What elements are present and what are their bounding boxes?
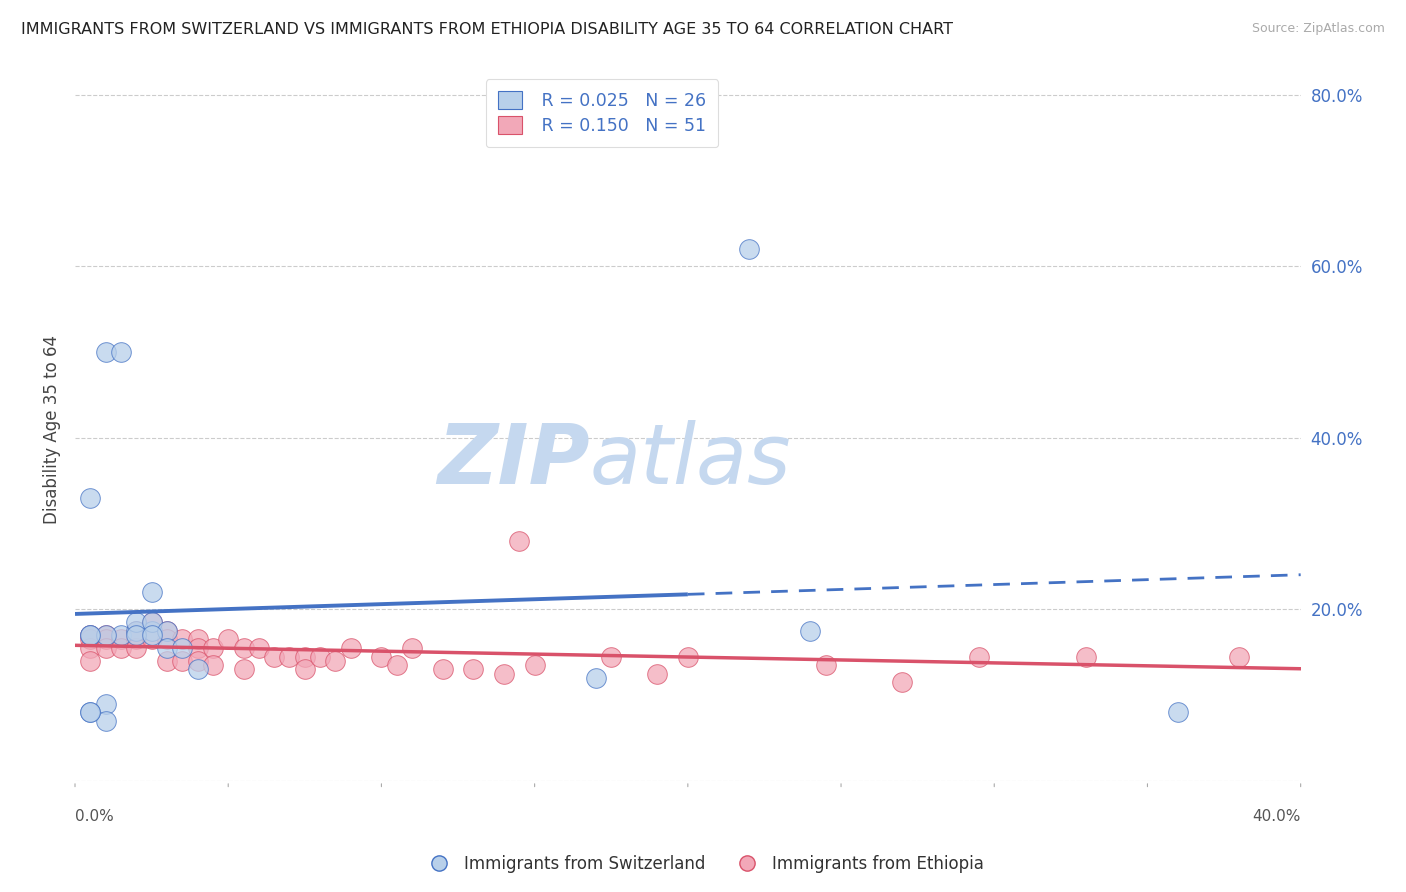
Point	[110, 628, 132, 642]
Point	[1227, 649, 1250, 664]
Point	[125, 624, 148, 638]
Point	[432, 663, 454, 677]
Point	[1167, 706, 1189, 720]
Point	[125, 640, 148, 655]
Point	[370, 649, 392, 664]
Point	[125, 628, 148, 642]
Point	[79, 628, 101, 642]
Text: ZIP: ZIP	[437, 420, 589, 501]
Text: atlas: atlas	[589, 420, 792, 501]
Point	[156, 654, 179, 668]
Point	[125, 615, 148, 630]
Point	[385, 658, 408, 673]
Legend:  R = 0.025   N = 26,  R = 0.150   N = 51: R = 0.025 N = 26, R = 0.150 N = 51	[485, 79, 718, 147]
Point	[125, 624, 148, 638]
Point	[799, 624, 821, 638]
Point	[278, 649, 301, 664]
Point	[967, 649, 990, 664]
Point	[645, 666, 668, 681]
Point	[141, 624, 163, 638]
Point	[247, 640, 270, 655]
Point	[676, 649, 699, 664]
Point	[585, 671, 607, 685]
Point	[156, 624, 179, 638]
Point	[201, 640, 224, 655]
Point	[94, 632, 117, 647]
Point	[232, 663, 254, 677]
Point	[187, 632, 209, 647]
Text: Source: ZipAtlas.com: Source: ZipAtlas.com	[1251, 22, 1385, 36]
Point	[156, 632, 179, 647]
Point	[309, 649, 332, 664]
Point	[110, 632, 132, 647]
Point	[141, 615, 163, 630]
Point	[187, 654, 209, 668]
Point	[141, 632, 163, 647]
Point	[94, 640, 117, 655]
Point	[79, 632, 101, 647]
Point	[492, 666, 515, 681]
Point	[263, 649, 285, 664]
Point	[79, 628, 101, 642]
Point	[738, 242, 761, 256]
Point	[325, 654, 347, 668]
Point	[814, 658, 837, 673]
Point	[79, 706, 101, 720]
Point	[339, 640, 361, 655]
Point	[79, 654, 101, 668]
Point	[201, 658, 224, 673]
Point	[172, 654, 194, 668]
Point	[141, 628, 163, 642]
Point	[141, 615, 163, 630]
Point	[187, 663, 209, 677]
Point	[187, 640, 209, 655]
Point	[294, 649, 316, 664]
Point	[94, 628, 117, 642]
Point	[94, 628, 117, 642]
Point	[172, 640, 194, 655]
Text: 0.0%: 0.0%	[75, 809, 114, 824]
Point	[94, 345, 117, 359]
Point	[1076, 649, 1098, 664]
Point	[79, 491, 101, 505]
Point	[463, 663, 485, 677]
Point	[94, 714, 117, 728]
Point	[172, 632, 194, 647]
Point	[156, 624, 179, 638]
Point	[891, 675, 914, 690]
Point	[294, 663, 316, 677]
Point	[141, 585, 163, 599]
Point	[401, 640, 423, 655]
Y-axis label: Disability Age 35 to 64: Disability Age 35 to 64	[44, 334, 60, 524]
Point	[110, 640, 132, 655]
Text: 40.0%: 40.0%	[1253, 809, 1301, 824]
Point	[232, 640, 254, 655]
Point	[79, 706, 101, 720]
Point	[508, 533, 530, 548]
Point	[600, 649, 623, 664]
Legend: Immigrants from Switzerland, Immigrants from Ethiopia: Immigrants from Switzerland, Immigrants …	[416, 848, 990, 880]
Point	[79, 640, 101, 655]
Point	[125, 632, 148, 647]
Point	[110, 345, 132, 359]
Point	[217, 632, 239, 647]
Point	[94, 697, 117, 711]
Text: IMMIGRANTS FROM SWITZERLAND VS IMMIGRANTS FROM ETHIOPIA DISABILITY AGE 35 TO 64 : IMMIGRANTS FROM SWITZERLAND VS IMMIGRANT…	[21, 22, 953, 37]
Point	[79, 628, 101, 642]
Point	[523, 658, 546, 673]
Point	[156, 640, 179, 655]
